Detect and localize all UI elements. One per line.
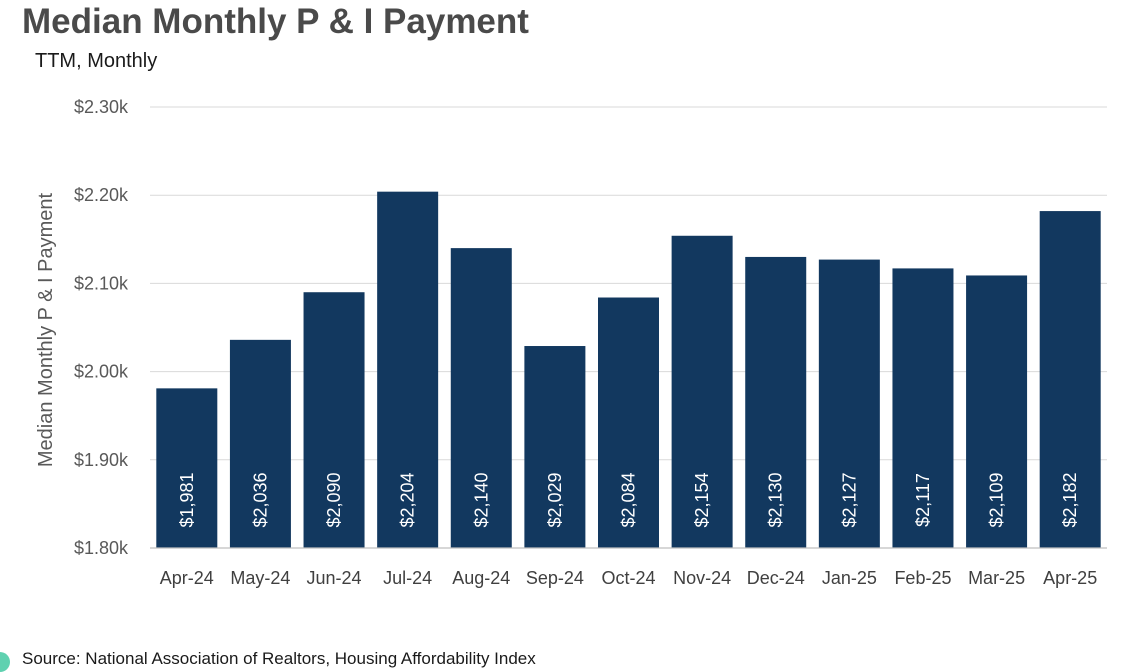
data-label: $2,117 xyxy=(913,473,933,527)
x-tick-label: Oct-24 xyxy=(601,568,655,588)
data-label: $2,127 xyxy=(839,472,859,527)
x-tick-label: Aug-24 xyxy=(452,568,510,588)
x-tick-label: Nov-24 xyxy=(673,568,731,588)
bar xyxy=(156,388,218,548)
bars: $1,981 $2,036 $2,090 $2,204 $2,140 $2,029 $2,0… xyxy=(156,191,1101,549)
data-label: $1,981 xyxy=(177,472,197,527)
bar xyxy=(303,292,365,548)
bar-chart: $1,981 $2,036 $2,090 $2,204 $2,140 $2,029 $2,0… xyxy=(35,97,1107,588)
bar xyxy=(745,256,807,548)
y-tick-label: $2.10k xyxy=(74,273,129,293)
y-axis-label: Median Monthly P & I Payment xyxy=(35,192,57,467)
bar xyxy=(671,235,733,548)
bar xyxy=(1039,211,1101,549)
data-label: $2,084 xyxy=(619,472,639,527)
data-label: $2,204 xyxy=(398,472,418,527)
source-note: Source: National Association of Realtors… xyxy=(22,649,536,668)
x-tick-label: Apr-24 xyxy=(160,568,214,588)
bar xyxy=(450,248,512,548)
page-subtitle: TTM, Monthly xyxy=(35,50,158,72)
data-label: $2,090 xyxy=(324,472,344,527)
corner-logo-mark xyxy=(0,652,10,672)
bar xyxy=(598,297,659,548)
x-tick-label: Mar-25 xyxy=(968,568,1025,588)
x-tick-label: Sep-24 xyxy=(526,568,584,588)
data-label: $2,140 xyxy=(471,472,491,527)
data-label: $2,029 xyxy=(545,472,565,527)
x-tick-label: Dec-24 xyxy=(747,568,805,588)
page-title: Median Monthly P & I Payment xyxy=(22,2,529,41)
bar xyxy=(524,346,586,548)
data-label: $2,130 xyxy=(766,472,786,527)
y-tick-label: $1.90k xyxy=(74,450,129,470)
bar xyxy=(892,268,954,548)
data-label: $2,036 xyxy=(250,472,270,527)
y-tick-label: $2.30k xyxy=(74,97,129,117)
bar xyxy=(229,339,291,548)
y-tick-label: $2.00k xyxy=(74,362,129,382)
bar xyxy=(966,275,1028,548)
data-label: $2,154 xyxy=(692,472,712,527)
y-tick-label: $2.20k xyxy=(74,185,129,205)
x-tick-label: Jun-24 xyxy=(307,568,362,588)
x-tick-label: Apr-25 xyxy=(1043,568,1097,588)
axes: $1.80k $1.90k $2.00k $2.10k $2.20k $2.30k Apr-… xyxy=(74,97,1107,588)
bar xyxy=(818,259,880,548)
data-label: $2,109 xyxy=(987,472,1007,527)
y-tick-label: $1.80k xyxy=(74,538,129,558)
x-tick-label: Feb-25 xyxy=(894,568,951,588)
data-label: $2,182 xyxy=(1060,472,1080,527)
bar xyxy=(377,191,439,548)
x-tick-label: May-24 xyxy=(230,568,290,588)
x-tick-label: Jul-24 xyxy=(383,568,432,588)
x-tick-label: Jan-25 xyxy=(822,568,877,588)
